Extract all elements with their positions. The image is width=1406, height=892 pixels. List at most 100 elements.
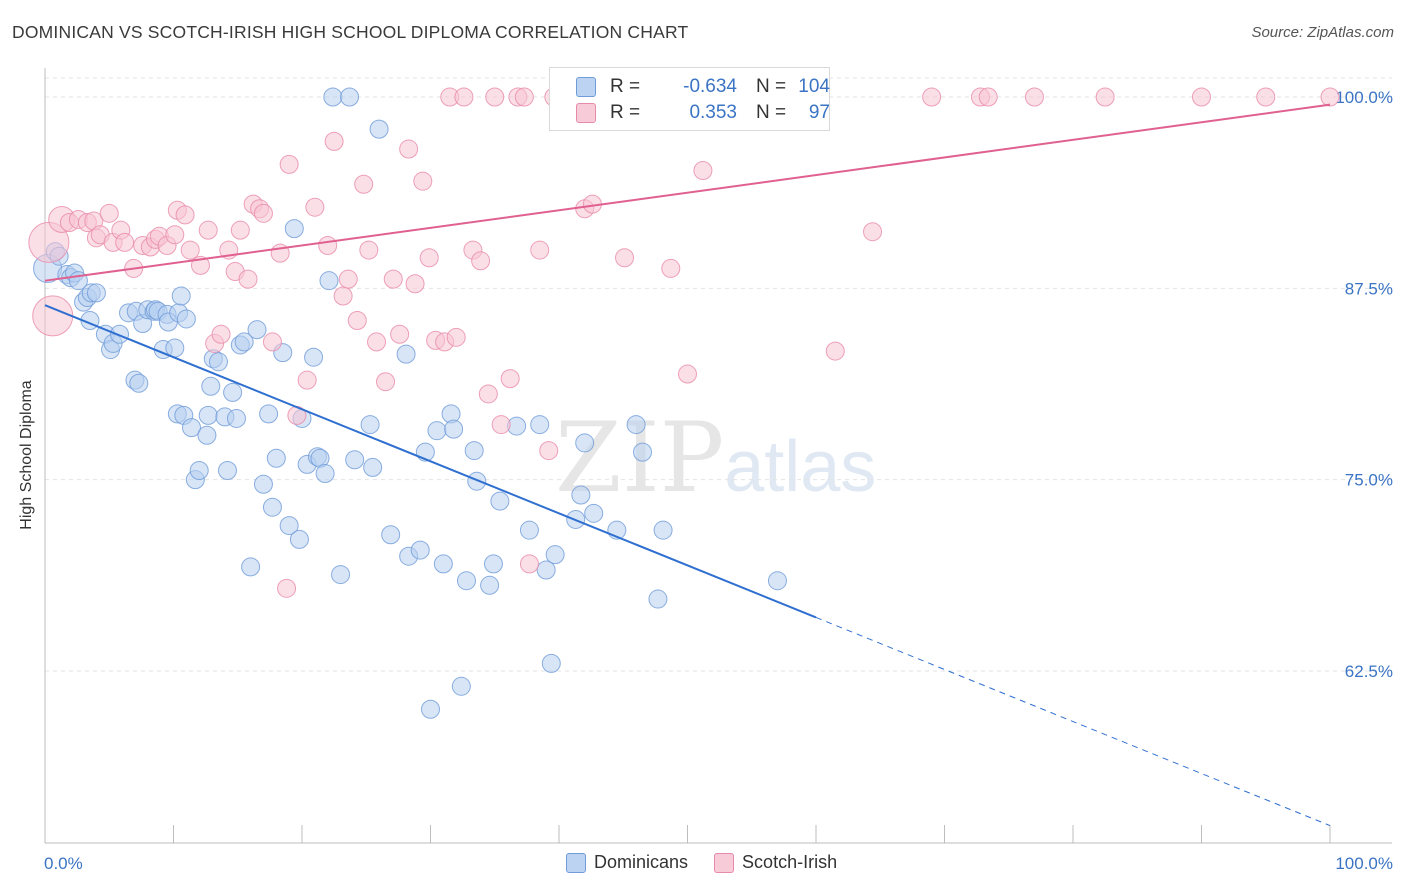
- stats-legend-box: R = -0.634 N = 104 R = 0.353 N = 97: [549, 67, 830, 131]
- scotch-irish-point: [454, 87, 474, 107]
- scotch-irish-point: [471, 251, 491, 271]
- dominicans-point: [247, 320, 267, 340]
- dominicans-point: [519, 520, 539, 540]
- legend-item-dominicans[interactable]: Dominicans: [566, 852, 688, 873]
- dominicans-point: [331, 565, 351, 585]
- scotch-irish-point: [367, 332, 387, 352]
- dominicans-point: [530, 415, 550, 435]
- scotch-irish-point: [262, 332, 282, 352]
- source-label: Source: ZipAtlas.com: [1251, 24, 1394, 41]
- dominicans-point: [323, 87, 343, 107]
- dominicans-point: [571, 485, 591, 505]
- dominicans-point: [223, 382, 243, 402]
- r-value: 0.353: [689, 102, 737, 123]
- dominicans-point: [304, 347, 324, 367]
- legend-label-dominicans: Dominicans: [594, 852, 689, 872]
- dominicans-point: [536, 560, 556, 580]
- scotch-irish-point: [99, 203, 119, 223]
- scotch-irish-point: [478, 384, 498, 404]
- dominicans-legend-swatch: [566, 852, 586, 873]
- dominicans-point: [464, 441, 484, 461]
- scotch-irish-legend-swatch: [714, 852, 735, 873]
- dominicans-point: [767, 571, 787, 591]
- dominicans-point: [234, 332, 254, 352]
- dominicans-trendline: [44, 304, 817, 619]
- y-tick-label: 62.5%: [1345, 662, 1393, 681]
- dominicans-point: [490, 491, 510, 511]
- x-tick-label: 0.0%: [44, 854, 83, 873]
- dominicans-point: [289, 529, 309, 549]
- dominicans-point: [648, 589, 668, 609]
- scotch-irish-point: [230, 220, 250, 240]
- r-label: R =: [610, 102, 641, 123]
- dominicans-point: [176, 309, 196, 329]
- scotch-irish-point: [383, 269, 403, 289]
- dominicans-point: [396, 344, 416, 364]
- n-value: 97: [808, 102, 830, 123]
- dominicans-point: [427, 421, 447, 441]
- dominicans-point: [421, 699, 440, 719]
- scotch-irish-point: [354, 174, 374, 194]
- scotch-irish-point: [198, 220, 218, 240]
- scotch-irish-point: [347, 310, 367, 330]
- scotch-irish-point: [1024, 87, 1044, 107]
- scotch-irish-point: [175, 205, 195, 225]
- scotch-irish-swatch: [576, 103, 596, 123]
- n-label: N =: [756, 76, 787, 97]
- r-value: -0.634: [683, 76, 737, 97]
- scotch-irish-point: [115, 232, 135, 252]
- dominicans-point: [319, 271, 339, 291]
- scotch-irish-point: [338, 269, 358, 289]
- scotch-irish-point: [500, 369, 520, 389]
- dominicans-point: [279, 516, 299, 536]
- scotch-irish-point: [661, 258, 681, 278]
- dominicans-point: [444, 419, 464, 439]
- chart-title: DOMINICAN VS SCOTCH-IRISH HIGH SCHOOL DI…: [12, 22, 689, 42]
- dominicans-swatch: [576, 77, 596, 97]
- dominicans-point: [110, 324, 130, 344]
- dominicans-point: [284, 219, 304, 239]
- dominicans-point: [171, 286, 191, 306]
- dominicans-point: [480, 575, 500, 595]
- legend-item-scotch-irish[interactable]: Scotch-Irish: [714, 852, 837, 873]
- dominicans-point: [217, 460, 237, 480]
- r-label: R =: [610, 76, 641, 97]
- scotch-irish-point: [825, 341, 845, 361]
- x-tick-label: 100.0%: [1335, 854, 1393, 873]
- watermark-atlas: atlas: [724, 427, 877, 507]
- n-label: N =: [756, 102, 787, 123]
- scotch-irish-point: [678, 364, 697, 384]
- scotch-irish-point: [32, 295, 74, 337]
- dominicans-point: [262, 497, 282, 517]
- scotch-irish-point: [419, 248, 439, 268]
- scotch-irish-point: [1192, 87, 1211, 107]
- scotch-irish-point: [165, 225, 185, 245]
- legend-label-scotch-irish: Scotch-Irish: [742, 852, 838, 872]
- scotch-irish-point: [390, 324, 410, 344]
- dominicans-point: [584, 503, 604, 523]
- dominicans-point: [410, 540, 430, 560]
- scotch-irish-point: [615, 248, 635, 268]
- dominicans-point: [259, 404, 279, 424]
- scotch-irish-point: [1095, 87, 1115, 107]
- scotch-irish-point: [238, 269, 258, 289]
- scotch-irish-point: [399, 139, 419, 159]
- scotch-irish-point: [514, 87, 534, 107]
- dominicans-point: [266, 448, 286, 468]
- scotch-irish-point: [359, 240, 379, 260]
- dominicans-point: [467, 471, 487, 491]
- dominicans-point: [545, 545, 565, 565]
- dominicans-point: [381, 525, 401, 545]
- scotch-irish-point: [324, 131, 344, 151]
- scotch-irish-point: [305, 197, 325, 217]
- dominicans-point: [483, 554, 503, 574]
- scotch-irish-point: [1256, 87, 1276, 107]
- dominicans-point: [340, 87, 360, 107]
- dominicans-point: [360, 415, 380, 435]
- scotch-irish-point: [277, 578, 297, 598]
- dominicans-point: [198, 405, 218, 425]
- dominicans-point: [541, 653, 561, 673]
- dominicans-point: [197, 425, 217, 445]
- dominicans-point: [181, 418, 201, 438]
- dominicans-trendline-extension: [815, 616, 1331, 827]
